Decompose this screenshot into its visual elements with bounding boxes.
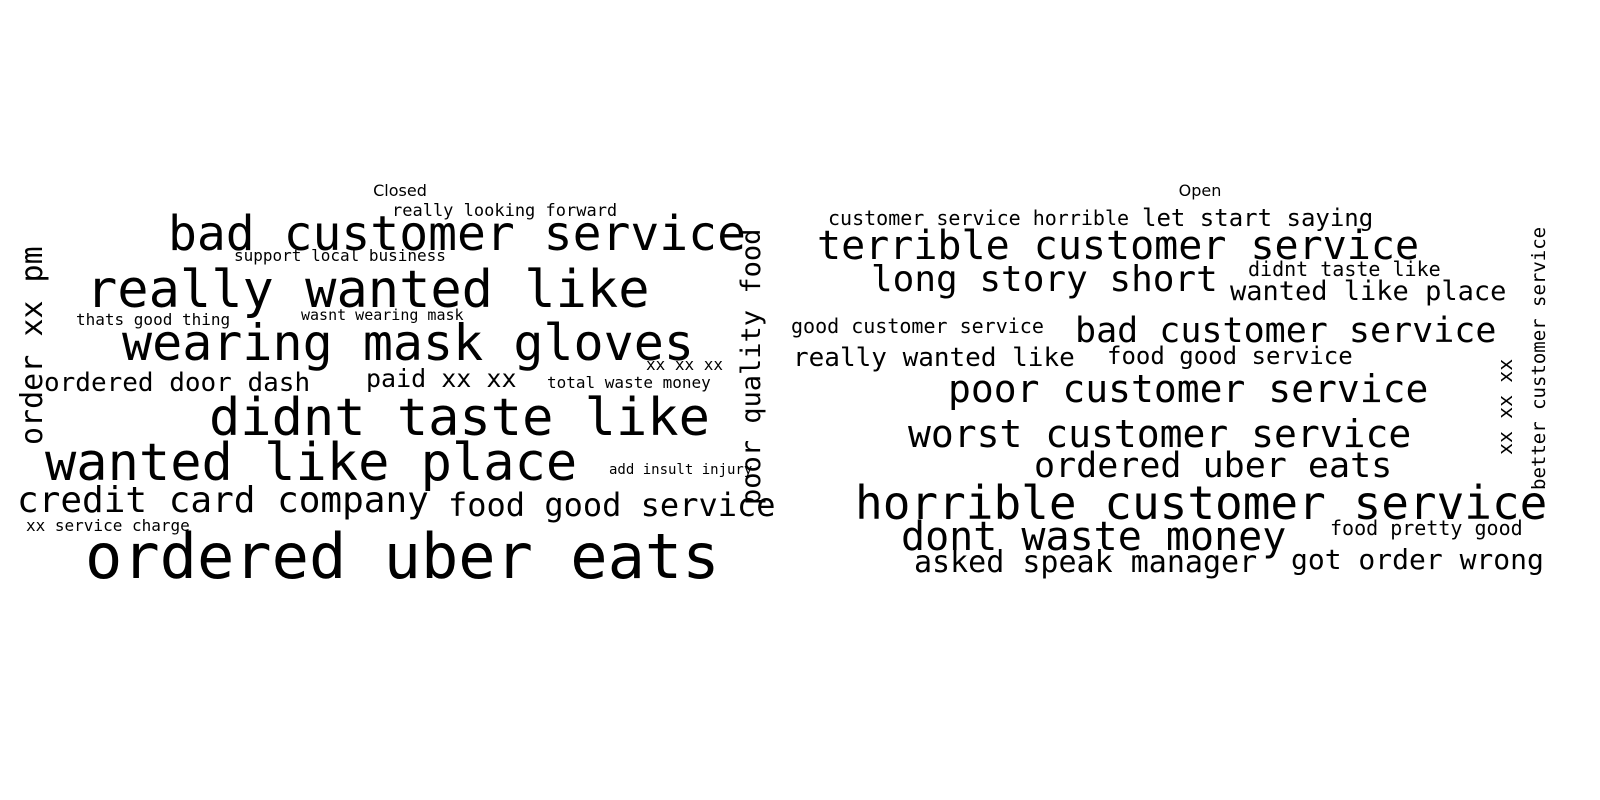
cloud-word: good customer service (791, 314, 1044, 338)
cloud-word: let start saying (1142, 204, 1374, 232)
cloud-word: poor quality food (736, 228, 767, 505)
panel-title: Open (1178, 181, 1222, 200)
cloud-word: dont waste money (901, 514, 1287, 560)
cloud-word: ordered uber eats (1034, 446, 1393, 486)
cloud-word: customer service horrible (828, 206, 1130, 230)
cloud-word: food good service (448, 486, 776, 524)
panel-title: Closed (373, 181, 427, 200)
cloud-word: really wanted like (793, 343, 1075, 373)
cloud-word: ordered uber eats (85, 520, 720, 593)
cloud-word: credit card company (17, 480, 429, 521)
cloud-word: food pretty good (1330, 516, 1523, 540)
cloud-word: better customer service (1528, 226, 1550, 490)
cloud-word: didnt taste like (209, 388, 710, 448)
cloud-word: worst customer service (908, 412, 1412, 456)
cloud-word: paid xx xx (366, 364, 517, 393)
cloud-word: thats good thing (76, 310, 231, 329)
cloud-word: really looking forward (392, 201, 618, 221)
cloud-word: bad customer service (168, 206, 746, 262)
cloud-word: xx service charge (26, 516, 190, 535)
word-cloud: customer service horrible let start sayin… (791, 0, 1600, 800)
cloud-word: really wanted like (86, 260, 650, 320)
closed-wordcloud-panel: Closed really looking forward bad custome… (15, 181, 776, 593)
open-wordcloud-panel: Open customer service horrible let start … (791, 0, 1600, 800)
cloud-word: terrible customer service (817, 223, 1420, 269)
cloud-word: bad customer service (1075, 311, 1497, 351)
cloud-word: support local business (234, 246, 446, 265)
cloud-word: total waste money (547, 373, 711, 392)
cloud-word: order xx pm (15, 246, 50, 445)
cloud-word: wasnt wearing mask (301, 306, 464, 324)
cloud-word: asked speak manager (914, 545, 1258, 580)
cloud-word: add insult injury (609, 462, 753, 478)
cloud-word: wearing mask gloves (122, 314, 694, 372)
cloud-word: horrible customer service (855, 476, 1548, 530)
cloud-word: wanted like place (45, 433, 578, 493)
cloud-word: wanted like place (1230, 276, 1507, 307)
cloud-word: poor customer service (948, 367, 1429, 411)
cloud-word: didnt taste like (1248, 257, 1441, 281)
cloud-word: long story short (871, 259, 1218, 300)
cloud-word: xx xx xx (1493, 358, 1517, 455)
cloud-word: xx xx xx (646, 355, 724, 374)
cloud-word: food good service (1107, 342, 1353, 370)
cloud-word: got order wrong (1291, 543, 1544, 576)
cloud-word: ordered door dash (44, 368, 311, 398)
word-cloud: really looking forward bad customer servi… (15, 201, 776, 593)
